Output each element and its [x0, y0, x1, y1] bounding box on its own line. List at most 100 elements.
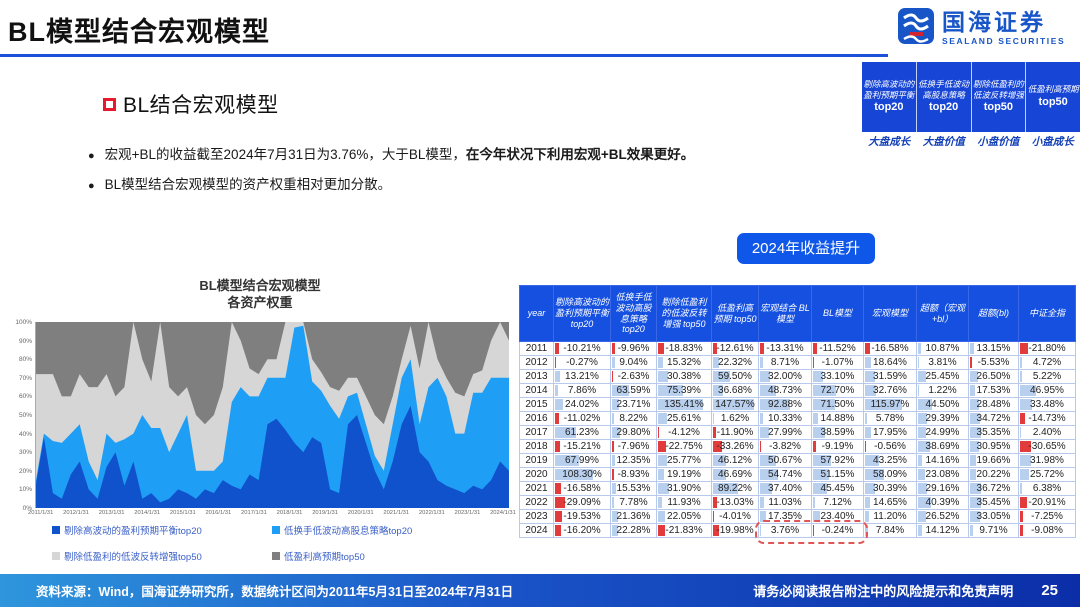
value-cell: 9.04% — [610, 355, 657, 370]
table-header-cell: BL模型 — [811, 285, 864, 342]
cell-value: 59.50% — [718, 371, 752, 382]
cell-value: -4.01% — [719, 511, 751, 522]
value-cell: 22.28% — [610, 523, 657, 538]
data-bar — [658, 497, 662, 508]
data-bar — [658, 399, 704, 410]
table-row: 2013 13.21% -2.63% 30.38% 59.50% 32.00% 33.10%… — [519, 369, 1076, 384]
cell-value: 31.90% — [667, 483, 701, 494]
table-header-cell: 剔除低盈利的低波反转增强 top50 — [656, 285, 712, 342]
data-bar — [1020, 343, 1028, 354]
value-cell: -0.24% — [811, 523, 864, 538]
cell-value: 32.00% — [768, 371, 802, 382]
strategy-col-1: 剔除高波动的盈利预期平衡 top20 — [863, 79, 915, 114]
data-bar — [970, 343, 974, 354]
value-cell: 33.48% — [1018, 397, 1076, 412]
table-header-cell: 剔除高波动的盈利预期平衡 top20 — [553, 285, 611, 342]
cell-value: 40.39% — [925, 497, 960, 508]
value-cell: 30.95% — [968, 439, 1019, 454]
cell-value: 67.99% — [565, 455, 599, 466]
value-cell: 32.00% — [758, 369, 812, 384]
value-cell: -8.93% — [610, 467, 657, 482]
data-bar — [612, 399, 619, 410]
value-cell: 23.71% — [610, 397, 657, 412]
data-bar — [760, 399, 790, 410]
data-bar — [612, 497, 615, 508]
disclaimer-note: 请务必阅读报告附注中的风险提示和免责声明 — [753, 584, 1014, 599]
table-row: 2017 61.23% 29.80% -4.12% -11.90% 27.99% 38.59… — [519, 425, 1076, 440]
cell-value: 19.19% — [667, 469, 701, 480]
value-cell: 37.40% — [758, 481, 812, 496]
value-cell: 23.08% — [916, 467, 969, 482]
cell-value: 11.20% — [873, 511, 907, 522]
value-cell: 72.70% — [811, 383, 864, 398]
cell-value: 4.72% — [1032, 357, 1062, 368]
logo-subtitle: SEALAND SECURITIES — [942, 36, 1066, 46]
value-cell: 46.95% — [1018, 383, 1076, 398]
value-cell: 4.72% — [1018, 355, 1076, 370]
cell-value: -8.93% — [617, 469, 650, 480]
cell-value: -14.73% — [1028, 413, 1066, 424]
cell-value: -21.83% — [665, 525, 703, 536]
cell-value: 22.28% — [616, 525, 651, 536]
data-bar — [760, 343, 765, 354]
value-cell: 38.69% — [916, 439, 969, 454]
data-bar — [865, 413, 867, 424]
cell-value: 38.69% — [925, 441, 960, 452]
data-bar — [713, 413, 714, 424]
value-cell: 18.64% — [863, 355, 917, 370]
data-bar — [612, 441, 615, 452]
value-cell: -12.61% — [711, 341, 759, 356]
value-cell: 54.74% — [758, 467, 812, 482]
value-cell: 3.81% — [916, 355, 969, 370]
data-bar — [865, 455, 879, 466]
data-bar — [658, 441, 666, 452]
data-bar — [658, 385, 684, 396]
cell-value: 35.45% — [976, 497, 1011, 508]
data-bar — [612, 455, 616, 466]
area-series — [35, 405, 509, 508]
value-cell: 36.68% — [711, 383, 759, 398]
data-bar — [1020, 497, 1028, 508]
cell-value: 29.80% — [616, 427, 651, 438]
value-cell: 19.19% — [656, 467, 712, 482]
data-bar — [760, 455, 777, 466]
value-cell: 15.53% — [610, 481, 657, 496]
data-bar — [555, 483, 561, 494]
data-bar — [555, 343, 559, 354]
x-axis-label: 2013/1/31 — [98, 510, 125, 516]
value-cell: 28.48% — [968, 397, 1019, 412]
bullet-dot: ● — [88, 150, 95, 162]
value-cell: 5.78% — [863, 411, 917, 426]
section-marker-icon — [103, 97, 116, 111]
stacked-area-plot — [35, 322, 509, 508]
data-bar — [713, 483, 738, 494]
value-cell: 11.03% — [758, 495, 812, 510]
cell-value: -3.82% — [769, 441, 801, 452]
year-cell: 2012 — [519, 355, 554, 370]
x-axis-label: 2019/1/31 — [312, 510, 338, 516]
cell-value: 30.38% — [667, 371, 701, 382]
data-bar — [760, 525, 762, 536]
data-bar — [865, 399, 903, 410]
value-cell: 6.38% — [1018, 481, 1076, 496]
year-cell: 2015 — [519, 397, 554, 412]
legend-swatch-icon — [272, 526, 280, 534]
cell-value: -19.53% — [563, 511, 601, 522]
value-cell: -3.82% — [758, 439, 812, 454]
data-bar — [1020, 525, 1024, 536]
strategy-col-4: 低盈利高预期 top50 — [1025, 62, 1080, 132]
data-bar — [713, 497, 717, 508]
data-bar — [713, 399, 755, 410]
cell-value: 6.38% — [1032, 483, 1062, 494]
data-bar — [555, 427, 577, 438]
table-row: 2024 -16.20% 22.28% -21.83% -19.98% 3.76% -0.2… — [519, 523, 1076, 538]
data-bar — [813, 413, 818, 424]
x-axis-label: 2024/1/31 — [490, 510, 516, 516]
cell-value: -18.83% — [665, 343, 703, 354]
value-cell: 13.15% — [968, 341, 1019, 356]
table-row: 2011 -10.21% -9.96% -18.83% -12.61% -13.31% -1… — [519, 341, 1076, 356]
asset-weight-chart: BL模型结合宏观模型 各资产权重 2011/1/31 2012/1/31 2013/… — [10, 278, 516, 574]
cell-value: 115.97% — [870, 399, 910, 410]
legend-label: 低换手低波动高股息策略top20 — [284, 526, 413, 537]
value-cell: -9.08% — [1018, 523, 1076, 538]
